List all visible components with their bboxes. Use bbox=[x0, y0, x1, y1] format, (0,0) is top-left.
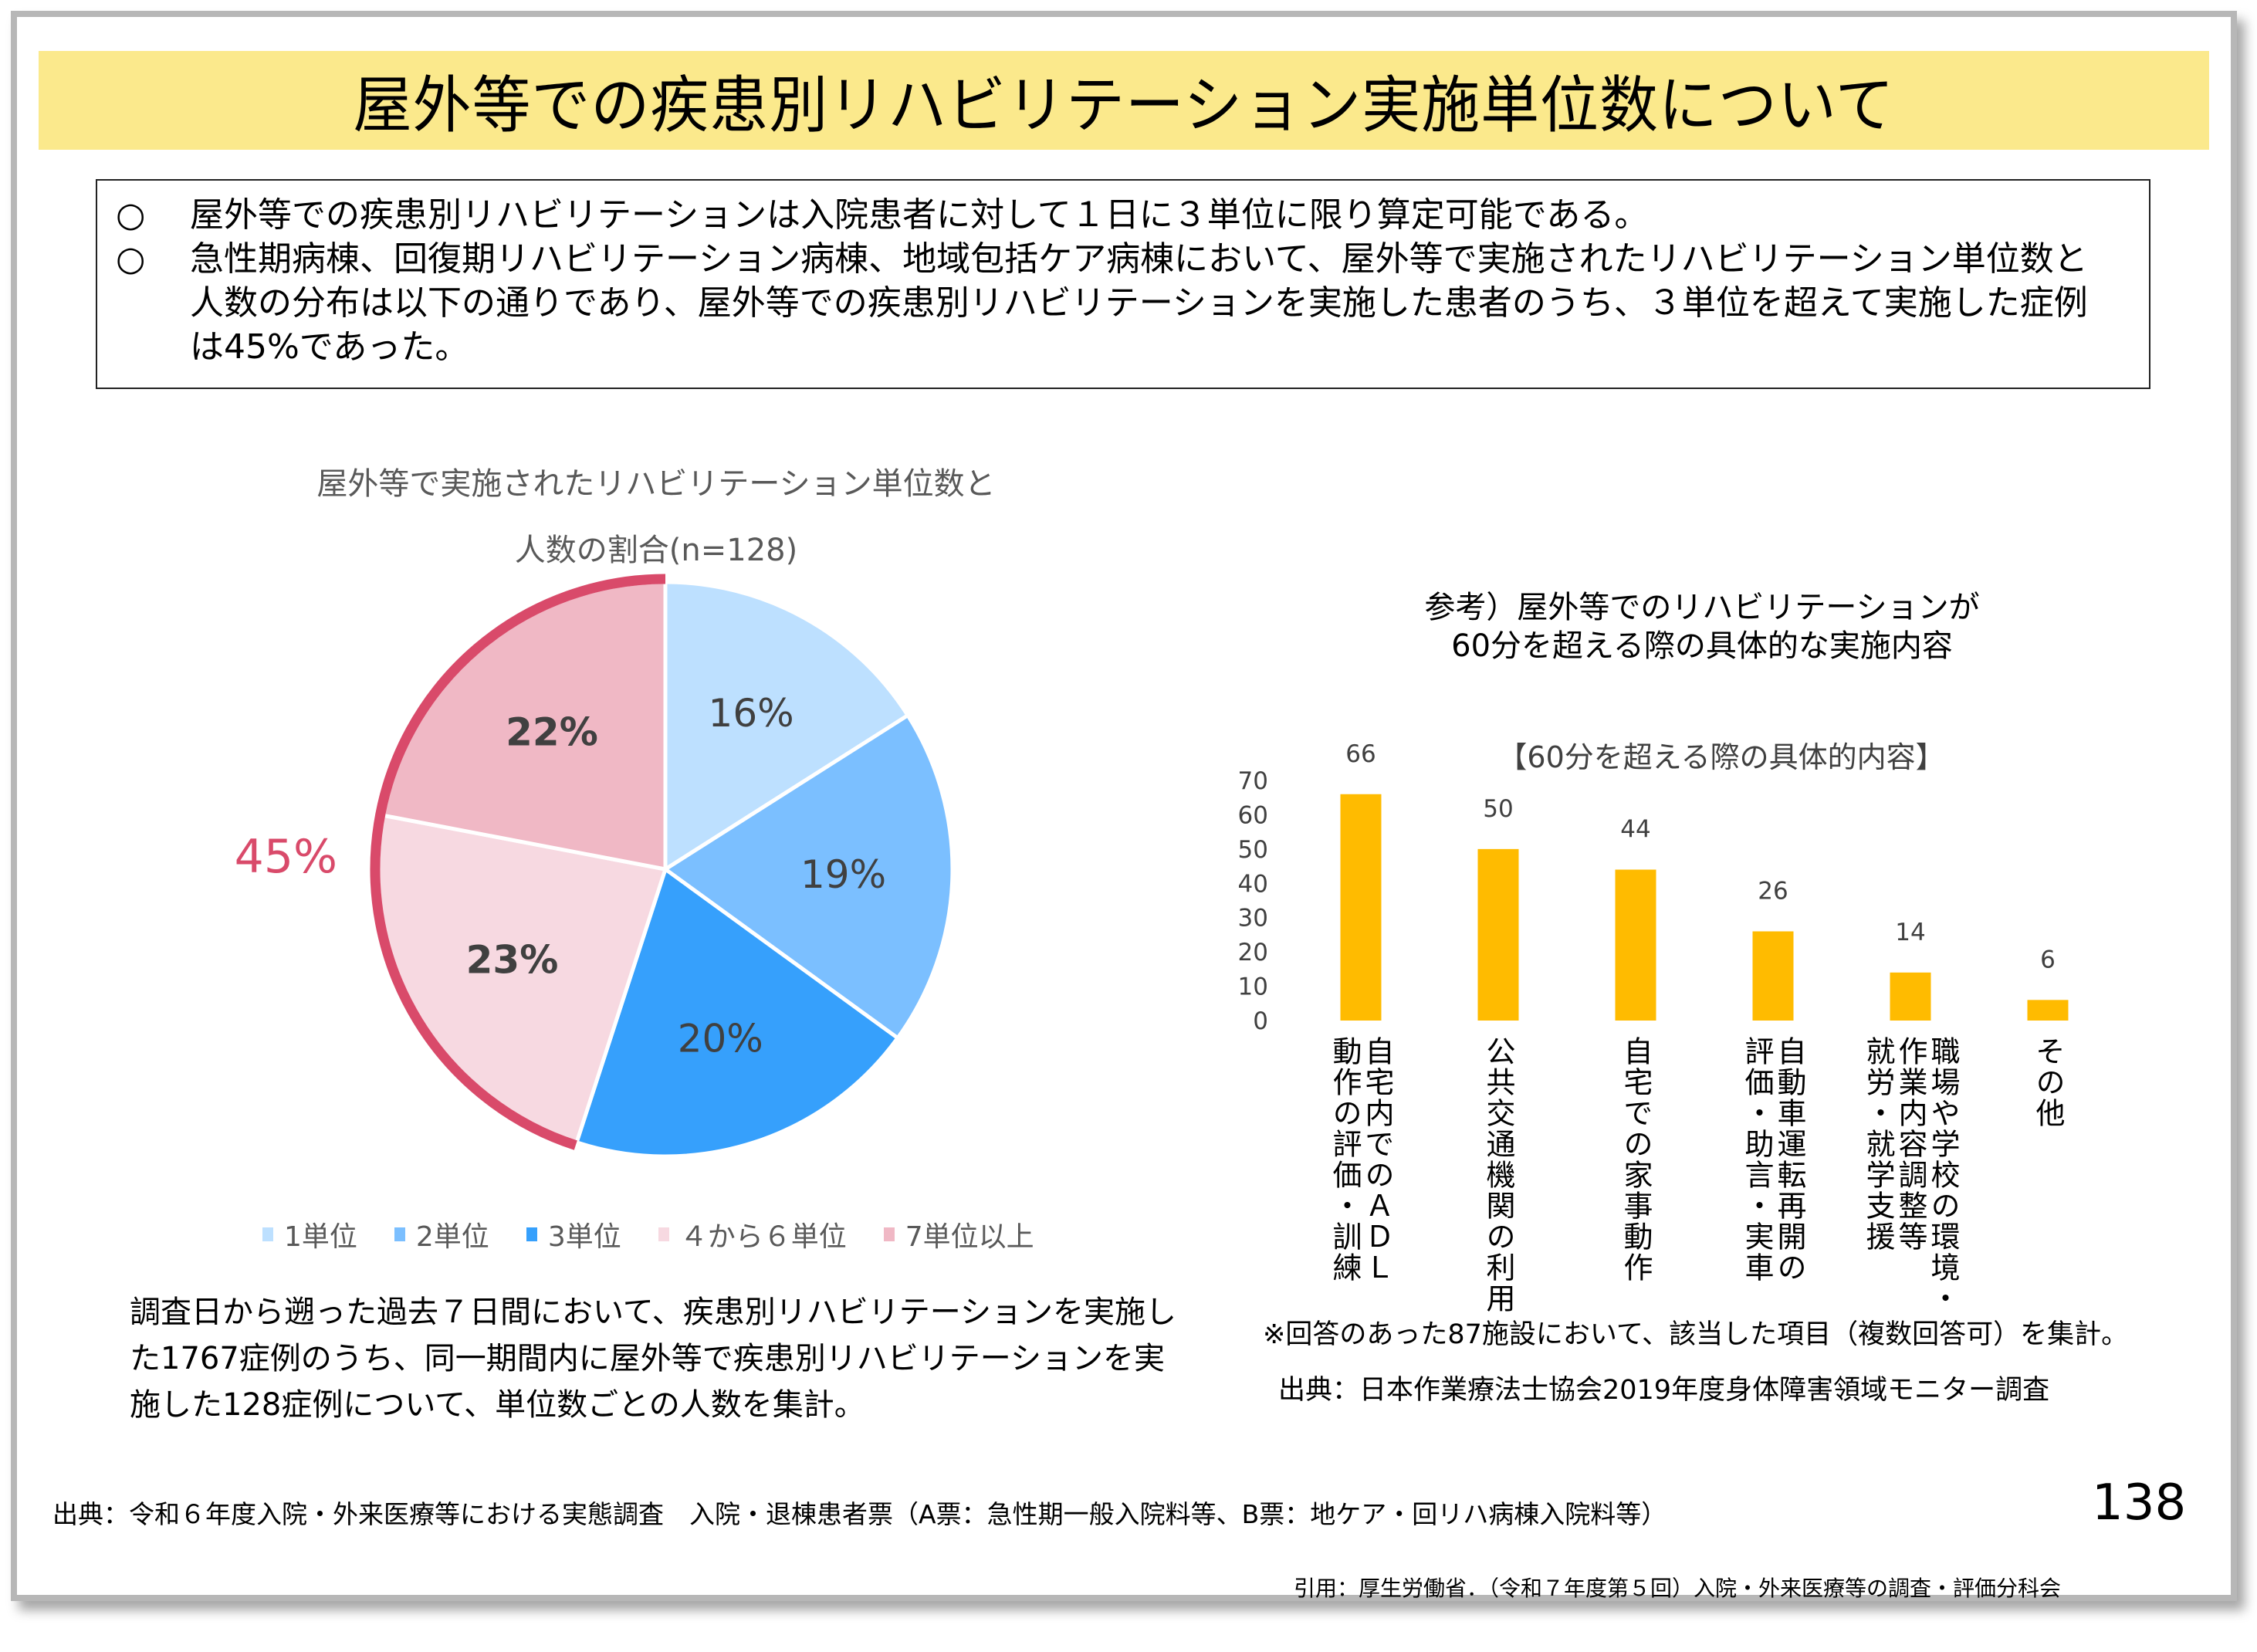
pie-slice bbox=[663, 580, 911, 873]
y-tick-label: 60 bbox=[1238, 801, 1268, 829]
pie-data-label: 16% bbox=[709, 691, 794, 736]
y-tick-label: 20 bbox=[1238, 939, 1268, 966]
y-tick-label: 40 bbox=[1238, 870, 1268, 898]
bullet-circle-icon: ○ bbox=[116, 239, 146, 279]
x-category-label: 自宅内でのＡＤＬ 動作の評価・訓練 bbox=[1328, 1036, 1394, 1283]
bar-chart-title: 参考）屋外等でのリハビリテーションが 60分を超える際の具体的な実施内容 bbox=[1297, 588, 2107, 665]
bar bbox=[2027, 1000, 2069, 1021]
summary-item: ○ 急性期病棟、回復期リハビリテーション病棟、地域包括ケア病棟において、屋外等で… bbox=[116, 237, 2149, 369]
y-tick-label: 0 bbox=[1253, 1007, 1268, 1035]
legend-swatch bbox=[394, 1227, 405, 1241]
pie-data-label: 23% bbox=[466, 937, 559, 982]
bar-title-line: 60分を超える際の具体的な実施内容 bbox=[1451, 628, 1953, 664]
bar-chart-note: ※回答のあった87施設において、該当した項目（複数回答可）を集計。 bbox=[1263, 1319, 2129, 1350]
x-category-label: 公共交通機関の利用 bbox=[1481, 1036, 1515, 1314]
bullet-circle-icon: ○ bbox=[116, 195, 146, 235]
pie-note: 調査日から遡った過去７日間において、疾患別リハビリテーションを実施した1767症… bbox=[130, 1295, 1176, 1423]
legend-item: 1単位 bbox=[262, 1214, 357, 1254]
legend-label: 1単位 bbox=[284, 1221, 357, 1253]
legend-label: ４から６単位 bbox=[679, 1221, 847, 1253]
y-tick-label: 30 bbox=[1238, 905, 1268, 933]
bar bbox=[1752, 931, 1794, 1021]
pie-title-line1: 屋外等で実施されたリハビリテーション単位数と bbox=[316, 466, 996, 502]
page-number: 138 bbox=[2092, 1474, 2187, 1532]
legend-swatch bbox=[526, 1227, 537, 1241]
summary-item: ○ 屋外等での疾患別リハビリテーションは入院患者に対して１日に３単位に限り算定可… bbox=[116, 193, 2149, 237]
bar-data-label: 6 bbox=[2040, 946, 2056, 973]
footer-source: 出典：令和６年度入院・外来医療等における実態調査 入院・退棟患者票（A票：急性期… bbox=[52, 1499, 1667, 1529]
bar bbox=[1890, 972, 1931, 1021]
pie-slice bbox=[574, 865, 901, 1159]
legend-label: 2単位 bbox=[415, 1221, 489, 1253]
legend-item: ４から６単位 bbox=[658, 1214, 847, 1254]
x-category-label: 職場や学校の環境・ 作業内容調整等 就労・就学支援 bbox=[1861, 1036, 1960, 1314]
bar bbox=[1340, 794, 1382, 1021]
page-title: 屋外等での疾患別リハビリテーション実施単位数について bbox=[353, 69, 1895, 141]
bar-data-label: 26 bbox=[1758, 877, 1788, 905]
bar bbox=[1615, 869, 1656, 1021]
bar bbox=[1477, 848, 1519, 1021]
legend-item: 3単位 bbox=[526, 1214, 621, 1254]
pie-slice bbox=[662, 713, 955, 1041]
legend-item: 2単位 bbox=[394, 1214, 489, 1254]
pie-data-label: 20% bbox=[678, 1016, 763, 1061]
bar-data-label: 50 bbox=[1483, 795, 1513, 823]
pie-data-label: 19% bbox=[800, 852, 886, 897]
x-category-label: 自動車運転再開の 評価・助言・実車 bbox=[1740, 1036, 1806, 1283]
y-tick-label: 70 bbox=[1238, 767, 1268, 795]
legend-swatch bbox=[658, 1227, 669, 1241]
summary-text: 屋外等での疾患別リハビリテーションは入院患者に対して１日に３単位に限り算定可能で… bbox=[190, 195, 1649, 235]
pie-chart-title: 屋外等で実施されたリハビリテーション単位数と 人数の割合(n=128) bbox=[247, 451, 1065, 584]
legend-swatch bbox=[883, 1227, 895, 1241]
title-band: 屋外等での疾患別リハビリテーション実施単位数について bbox=[39, 51, 2209, 150]
pie-data-label: 22% bbox=[506, 709, 598, 754]
bar-data-label: 44 bbox=[1620, 816, 1650, 844]
bar-data-label: 14 bbox=[1895, 919, 1925, 946]
highlight-arc bbox=[370, 574, 666, 1150]
legend-label: 7単位以上 bbox=[905, 1221, 1034, 1253]
legend-label: 3単位 bbox=[547, 1221, 621, 1253]
x-category-label: その他 bbox=[2031, 1036, 2065, 1129]
y-tick-label: 10 bbox=[1238, 973, 1268, 1001]
legend-swatch bbox=[262, 1227, 273, 1241]
summary-text: 急性期病棟、回復期リハビリテーション病棟、地域包括ケア病棟において、屋外等で実施… bbox=[190, 239, 2088, 367]
bar-chart-subtitle: 【60分を超える際の具体的内容】 bbox=[1497, 740, 1945, 774]
y-tick-label: 50 bbox=[1238, 836, 1268, 864]
pie-legend: 1単位 2単位 3単位 ４から６単位 7単位以上 bbox=[262, 1214, 1071, 1254]
bar-chart-source: 出典：日本作業療法士協会2019年度身体障害領域モニター調査 bbox=[1278, 1375, 2050, 1406]
footer-citation: 引用：厚生労働省．（令和７年度第５回）入院・外来医療等の調査・評価分科会 bbox=[1294, 1576, 2062, 1601]
bar-data-label: 66 bbox=[1345, 740, 1376, 768]
x-category-label: 自宅での家事動作 bbox=[1619, 1036, 1653, 1283]
legend-item: 7単位以上 bbox=[883, 1214, 1034, 1254]
summary-box: ○ 屋外等での疾患別リハビリテーションは入院患者に対して１日に３単位に限り算定可… bbox=[96, 179, 2150, 389]
pie-title-line2: 人数の割合(n=128) bbox=[514, 533, 798, 568]
bar-title-line: 参考）屋外等でのリハビリテーションが bbox=[1424, 590, 1980, 625]
highlight-label: 45% bbox=[235, 830, 337, 884]
